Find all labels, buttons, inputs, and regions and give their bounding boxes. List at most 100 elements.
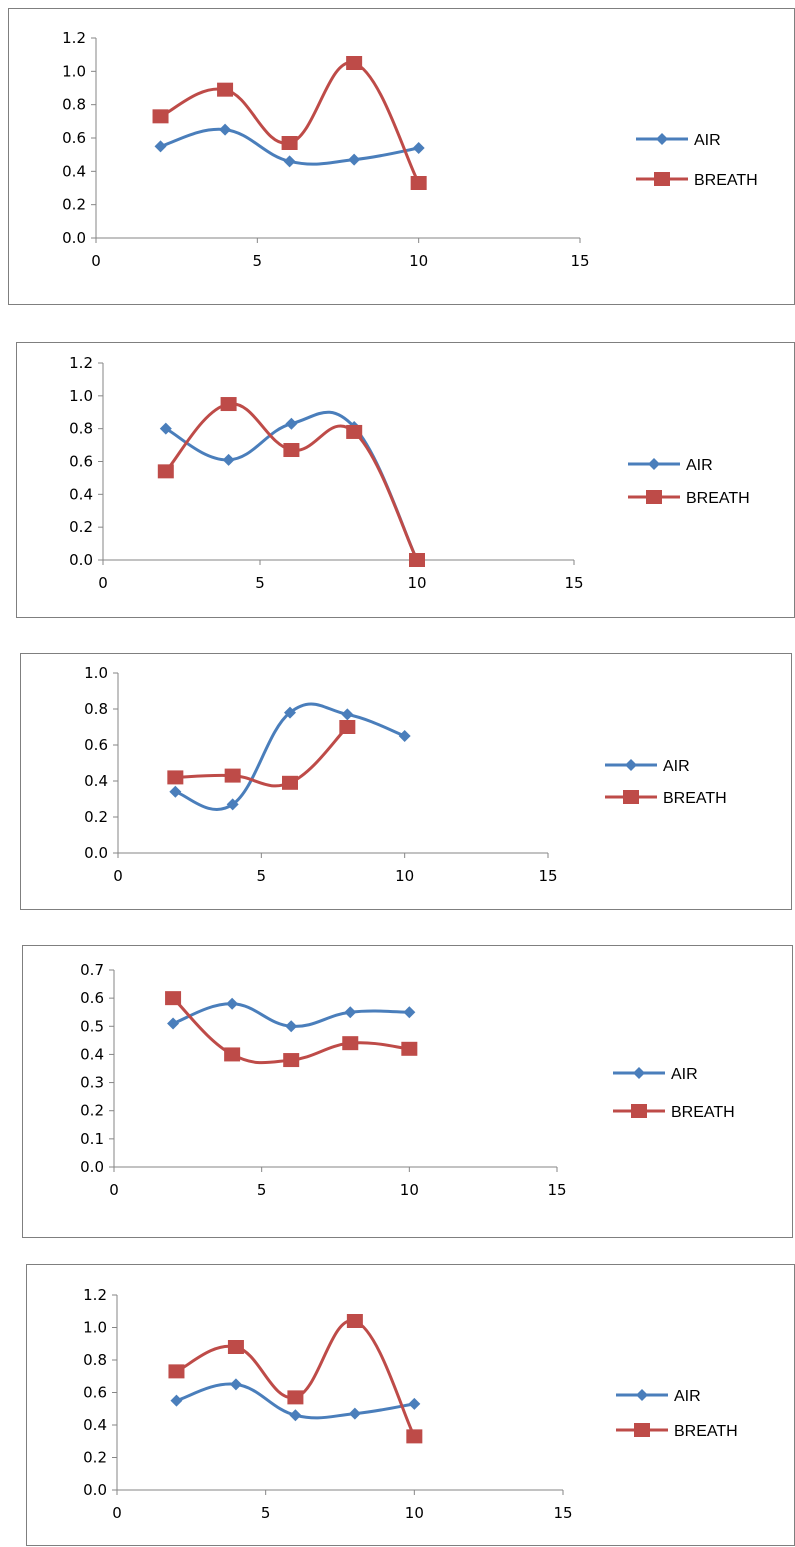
legend-entry-breath: BREATH [605,790,727,807]
y-tick-label: 0.6 [62,129,86,147]
y-tick-label: 0.5 [80,1017,104,1035]
chart-panel-2: 0.0 0.2 0.4 0.6 0.8 1.0 1.2 0 5 10 15 AIR BREATH [16,342,795,618]
x-tick-label: 15 [538,867,557,885]
data-point [406,1429,423,1444]
y-tick-label: 0.4 [62,162,86,180]
data-point [412,142,425,154]
legend-marker [646,490,662,504]
y-tick-label: 0.0 [69,551,93,569]
data-point [154,140,167,153]
legend-label: AIR [663,758,690,775]
x-tick-label: 0 [109,1181,119,1199]
legend-marker [633,1067,645,1079]
x-tick-label: 5 [257,867,267,885]
series-breath [167,720,356,790]
data-point [224,768,241,783]
data-point [226,997,239,1010]
series-breath [168,1314,423,1444]
x-tick-label: 5 [253,252,263,270]
legend-entry-air: AIR [613,1066,698,1083]
data-point [165,991,182,1006]
legend-entry-breath: BREATH [613,1104,735,1121]
y-tick-label: 0.4 [84,772,108,790]
data-point [168,1364,185,1379]
data-point [222,453,235,466]
y-tick-label: 0.2 [80,1102,104,1120]
data-point [287,1390,304,1405]
y-tick-label: 0.0 [80,1158,104,1176]
data-point [170,1394,183,1407]
y-tick-label: 0.1 [80,1130,104,1148]
x-tick-label: 10 [407,574,426,592]
data-point [169,785,182,798]
chart-panel-4: 0.0 0.1 0.2 0.3 0.4 0.5 0.6 0.7 0 5 10 15 AIR BREATH [22,945,793,1238]
legend-entry-breath: BREATH [616,1423,738,1440]
legend-label: AIR [674,1388,701,1405]
legend-label: BREATH [674,1423,738,1440]
data-point [341,708,354,721]
y-tick-label: 1.0 [62,62,86,80]
data-point [284,706,296,719]
data-point [289,1409,302,1422]
data-point [217,82,234,97]
chart-panel-5: 0.0 0.2 0.4 0.6 0.8 1.0 1.2 0 5 10 15 AIR BREATH [26,1264,795,1546]
data-point [410,176,427,190]
legend-marker [634,1423,650,1437]
data-point [401,1041,418,1056]
data-point [167,770,184,785]
y-tick-label: 0.2 [62,196,86,214]
y-tick-label: 0.0 [62,229,86,247]
series-air [154,123,425,168]
y-tick-label: 0.2 [69,518,93,536]
y-tick-label: 0.6 [84,736,108,754]
y-tick-label: 1.0 [69,387,93,405]
x-tick-label: 15 [570,252,589,270]
legend-entry-air: AIR [628,457,713,474]
data-point [167,1017,180,1030]
y-tick-label: 0.8 [83,1351,107,1369]
data-point [398,730,411,742]
legend-marker [656,133,668,145]
data-point [283,155,296,168]
y-tick-label: 0.0 [83,1481,107,1499]
data-point [403,1006,416,1019]
y-tick-label: 0.0 [84,844,108,862]
x-tick-label: 10 [405,1504,424,1522]
legend-entry-breath: BREATH [636,172,758,189]
data-point [346,1314,363,1328]
y-tick-label: 0.7 [80,961,104,979]
y-tick-label: 0.4 [83,1416,107,1434]
data-point [159,422,172,435]
x-tick-label: 15 [564,574,583,592]
data-point [283,1053,300,1068]
y-tick-label: 0.6 [69,453,93,471]
data-point [152,109,169,124]
legend-marker [636,1389,648,1401]
legend-entry-air: AIR [605,758,690,775]
x-tick-label: 5 [261,1504,271,1522]
legend-marker [631,1104,647,1118]
data-point [409,553,425,567]
legend-entry-breath: BREATH [628,490,750,507]
legend-label: BREATH [671,1104,735,1121]
legend-entry-air: AIR [616,1388,701,1405]
chart-svg-2: 0.0 0.2 0.4 0.6 0.8 1.0 1.2 0 5 10 15 AIR BREATH [69,354,750,592]
data-point [282,775,298,790]
series-air [169,702,411,811]
y-tick-label: 0.6 [80,989,104,1007]
chart-panel-3: 0.0 0.2 0.4 0.6 0.8 1.0 0 5 10 15 AIR BREATH [20,653,792,910]
chart-svg-4: 0.0 0.1 0.2 0.3 0.4 0.5 0.6 0.7 0 5 10 15 AIR BREATH [80,961,735,1199]
data-point [348,153,361,166]
x-tick-label: 0 [91,252,101,270]
y-tick-label: 0.8 [62,96,86,114]
data-point [281,136,298,150]
data-point [227,1340,244,1354]
x-tick-label: 5 [255,574,265,592]
legend-entry-air: AIR [636,132,721,149]
legend-label: AIR [671,1066,698,1083]
chart-svg-3: 0.0 0.2 0.4 0.6 0.8 1.0 0 5 10 15 AIR BREATH [84,664,727,885]
data-point [339,720,356,734]
chart-panel-1: 0.0 0.2 0.4 0.6 0.8 1.0 1.2 0 5 10 15 AIR BREATH [8,8,795,305]
legend-marker [623,790,639,804]
y-tick-label: 0.8 [84,700,108,718]
